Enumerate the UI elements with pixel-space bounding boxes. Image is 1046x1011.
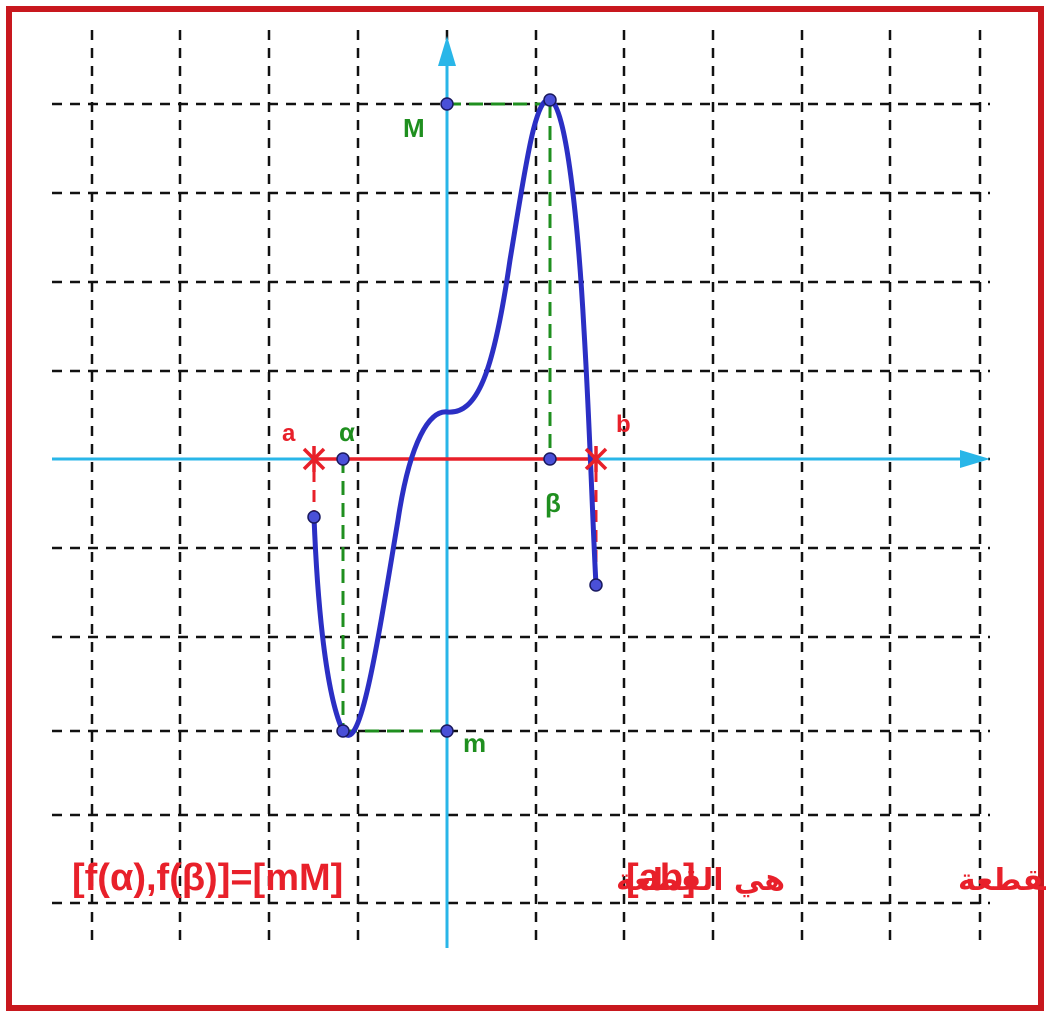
function-curve (311, 97, 599, 738)
caption: صورة القطعة (958, 863, 1046, 898)
label-b: b (616, 411, 631, 438)
grid-lines (52, 30, 990, 948)
label-beta: β (545, 488, 561, 518)
label-M: M (403, 113, 425, 143)
curve-end-point (589, 578, 603, 592)
caption-part3: هي القطعة (616, 863, 785, 898)
marker-b (584, 446, 608, 472)
maximum-point (543, 93, 557, 107)
y-axis-arrow (438, 36, 456, 66)
label-alpha: α (339, 417, 355, 447)
marker-a (302, 446, 326, 472)
minimum-point (336, 724, 350, 738)
caption-part1: صورة القطعة (958, 863, 1046, 898)
curve-start-point (307, 510, 321, 524)
label-a: a (282, 420, 296, 447)
caption-ab: [ab] (626, 857, 696, 899)
point-M-on-axis (440, 97, 454, 111)
x-axis-arrow (960, 450, 990, 468)
point-m-on-axis (440, 724, 454, 738)
caption-formula: [f(α),f(β)]=[mM] (72, 857, 343, 899)
point-beta (543, 452, 557, 466)
label-m: m (463, 728, 486, 758)
point-alpha (336, 452, 350, 466)
